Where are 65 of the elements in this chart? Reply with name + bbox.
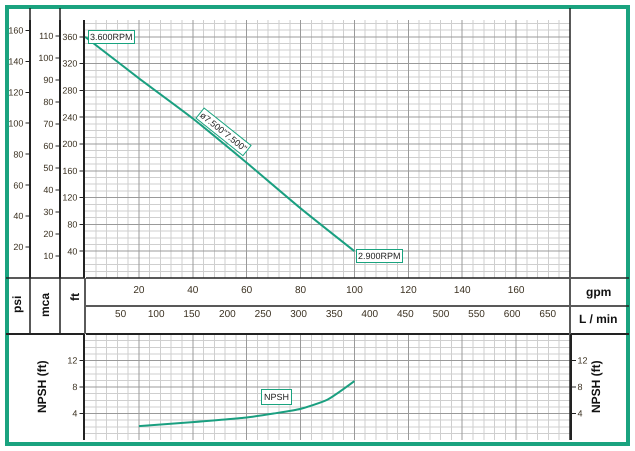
- x-tick-label: 160: [508, 285, 525, 296]
- y-tick-label: 240: [62, 112, 78, 122]
- x-tick-label: 100: [346, 285, 364, 296]
- y-tick-label: 4: [72, 408, 78, 419]
- x2-tick-label: 350: [326, 309, 343, 320]
- y-tick-label: 360: [62, 32, 78, 42]
- y2-tick-label: 50: [43, 163, 54, 174]
- x2-axis-title: L / min: [579, 312, 618, 326]
- x2-tick-label: 200: [219, 309, 236, 320]
- x-tick-label: 80: [294, 285, 307, 296]
- annotation: 2.900RPM: [358, 251, 401, 261]
- y3-axis-title: psi: [10, 296, 24, 313]
- x-axis-title: gpm: [586, 285, 612, 299]
- y3-tick-label: 80: [13, 149, 24, 160]
- y-tick-label: 200: [62, 139, 78, 150]
- y-tick-label: 8: [72, 382, 78, 392]
- y-tick-label: 120: [62, 192, 78, 203]
- x2-tick-label: 400: [361, 309, 379, 320]
- x2-tick-label: 150: [183, 309, 201, 320]
- y3-tick-label: 160: [8, 26, 24, 36]
- x2-tick-label: 100: [148, 309, 165, 320]
- x2-tick-label: 450: [396, 309, 414, 320]
- y-tick-label: 80: [67, 220, 78, 230]
- y2-tick-label: 40: [43, 185, 54, 196]
- y-tick-label: 320: [62, 58, 78, 69]
- y2-tick-label: 4: [578, 408, 583, 419]
- y3-tick-label: 140: [8, 56, 24, 66]
- x2-tick-label: 650: [539, 309, 556, 320]
- x-tick-label: 20: [133, 285, 145, 296]
- x2-tick-label: 600: [504, 309, 521, 320]
- y2-axis-title: mca: [38, 292, 52, 317]
- x2-tick-label: 500: [432, 309, 450, 320]
- y-tick-label: 12: [67, 356, 78, 366]
- y-tick-label: 160: [62, 166, 78, 176]
- x-tick-label: 60: [241, 285, 253, 296]
- y3-tick-label: 40: [13, 211, 24, 222]
- annotation: NPSH: [264, 392, 290, 402]
- x2-tick-label: 250: [254, 309, 272, 320]
- y2-tick-label: 30: [43, 207, 54, 218]
- y2-axis-title: NPSH (ft): [589, 360, 603, 413]
- y2-tick-label: 70: [43, 119, 54, 130]
- x2-tick-label: 300: [290, 309, 308, 320]
- y-tick-label: 280: [62, 86, 78, 96]
- y2-tick-label: 12: [578, 356, 588, 366]
- y3-tick-label: 60: [13, 180, 24, 190]
- y2-tick-label: 8: [578, 382, 583, 392]
- y2-tick-label: 100: [38, 53, 54, 64]
- y2-tick-label: 20: [43, 229, 54, 240]
- y3-tick-label: 120: [8, 87, 24, 98]
- y2-tick-label: 90: [43, 75, 54, 86]
- y2-tick-label: 60: [43, 141, 54, 152]
- y-tick-label: 40: [67, 246, 78, 256]
- x-tick-label: 40: [187, 285, 199, 296]
- y2-tick-label: 80: [43, 97, 54, 108]
- y-axis-title: ft: [68, 293, 82, 301]
- y2-tick-label: 10: [43, 251, 54, 262]
- x2-tick-label: 550: [468, 309, 486, 320]
- y-axis-title: NPSH (ft): [35, 360, 49, 413]
- y3-tick-label: 20: [13, 242, 24, 252]
- x-tick-label: 120: [400, 285, 418, 296]
- annotation: 3.600RPM: [90, 32, 133, 42]
- x-tick-label: 140: [454, 285, 471, 296]
- x2-tick-label: 50: [115, 309, 127, 320]
- y2-tick-label: 110: [39, 31, 54, 42]
- y3-tick-label: 100: [8, 118, 24, 128]
